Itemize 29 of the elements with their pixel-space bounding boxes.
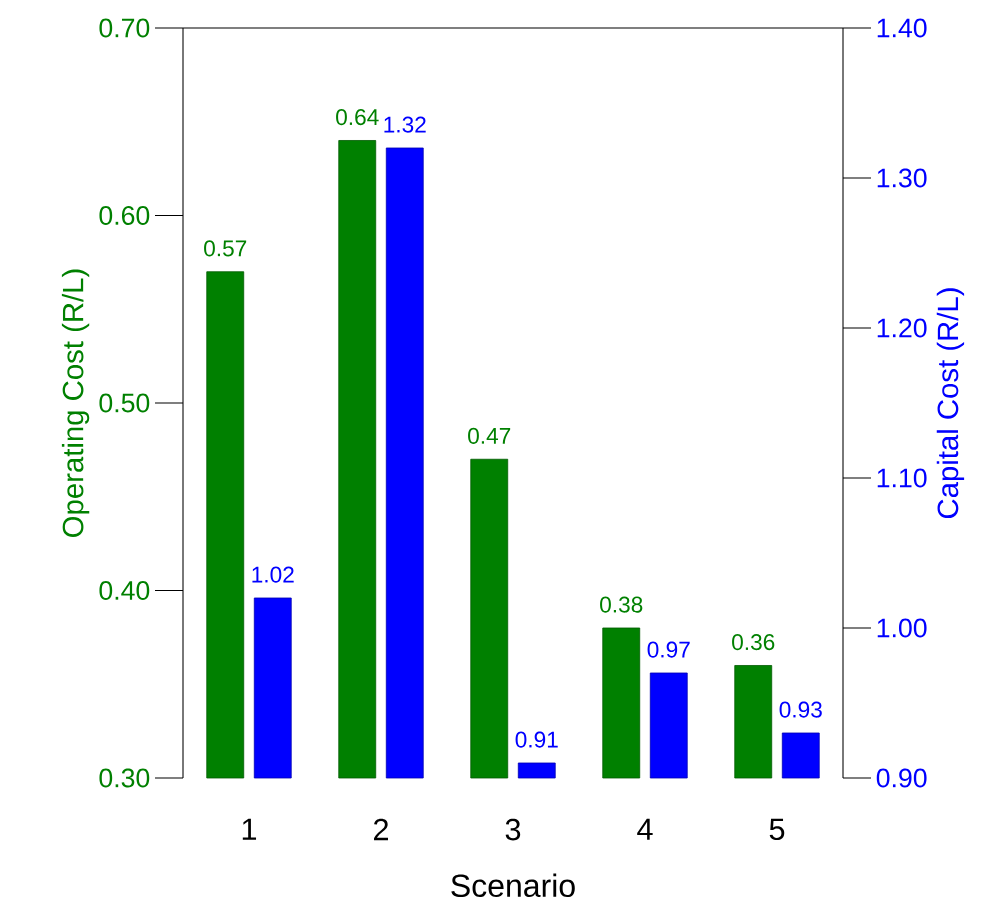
y2-tick-label: 1.30: [877, 168, 927, 188]
y2-tick-label: 1.20: [877, 318, 927, 338]
y2-tick-label: 1.00: [877, 618, 927, 638]
y-tick-label: 0.30: [99, 768, 150, 788]
x-tick-label: 5: [769, 818, 785, 841]
data-label: 0.97: [647, 641, 690, 658]
data-label: 1.32: [384, 116, 426, 133]
y2-tick-label: 1.40: [877, 18, 927, 38]
y-tick-label: 0.70: [99, 18, 150, 38]
data-label: 1.02: [252, 566, 294, 583]
data-label: 0.64: [336, 109, 379, 126]
y-tick-label: 0.50: [99, 393, 150, 413]
x-tick-label: 4: [637, 818, 653, 840]
data-label: 0.91: [515, 731, 558, 748]
y-axis-title: Operating Cost (R/L): [61, 269, 90, 537]
data-label: 0.36: [732, 634, 775, 651]
data-label: 0.47: [468, 427, 511, 444]
data-label: 0.57: [204, 240, 247, 257]
x-axis-title: Scenario: [451, 873, 575, 898]
y2-tick-label: 0.90: [876, 768, 927, 788]
data-label: 0.93: [779, 701, 822, 718]
y-tick-label: 0.40: [99, 581, 150, 600]
x-tick-label: 3: [505, 818, 521, 841]
y2-axis-title: Capital Cost (R/L): [936, 288, 965, 519]
x-tick-label: 1: [242, 818, 257, 840]
y2-tick-label: 1.10: [877, 468, 927, 488]
data-label: 0.38: [600, 596, 643, 613]
x-tick-label: 2: [374, 818, 388, 841]
y-tick-label: 0.60: [99, 206, 150, 225]
